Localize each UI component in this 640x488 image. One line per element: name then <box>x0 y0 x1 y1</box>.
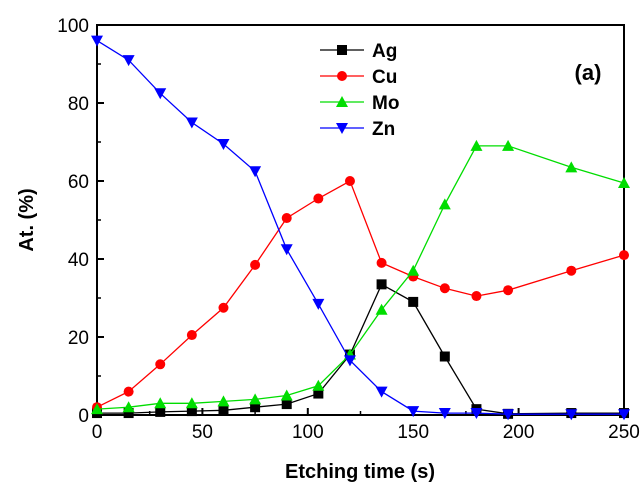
data-point-ag <box>281 399 292 410</box>
data-point-cu <box>376 257 387 268</box>
series-line-cu <box>96 180 625 408</box>
data-point-ag <box>439 351 450 362</box>
data-point-mo <box>280 389 293 401</box>
data-point-cu <box>186 330 197 341</box>
data-point-zn <box>249 166 262 178</box>
data-point-ag <box>123 408 134 419</box>
data-point-cu <box>439 283 450 294</box>
data-point-cu <box>123 386 134 397</box>
y-tick-label: 60 <box>68 172 89 193</box>
data-point-zn <box>343 355 356 367</box>
legend-label-zn: Zn <box>372 119 395 140</box>
data-point-ag <box>218 405 229 416</box>
x-tick-label: 100 <box>292 422 324 443</box>
data-point-mo <box>91 403 103 415</box>
data-point-mo <box>154 397 167 409</box>
data-point-zn <box>154 88 167 100</box>
y-axis-title: At. (%) <box>16 188 38 251</box>
data-point-ag <box>186 406 197 417</box>
y-tick-label: 80 <box>68 94 89 115</box>
data-point-zn <box>217 138 230 150</box>
data-point-mo <box>249 393 262 405</box>
data-point-zn <box>502 409 515 421</box>
data-point-zn <box>618 409 630 421</box>
axis-ticks: 0 50 100 150 200 250 0 20 40 60 80 100 <box>57 16 640 443</box>
data-point-zn <box>185 117 198 129</box>
legend-marker-ag <box>337 45 347 55</box>
data-point-cu <box>471 291 482 302</box>
data-point-cu <box>566 265 577 276</box>
data-point-mo <box>565 161 578 173</box>
data-point-mo <box>502 139 515 151</box>
y-tick-label: 100 <box>57 16 89 37</box>
data-point-mo <box>312 379 325 391</box>
data-point-zn <box>122 55 135 67</box>
data-point-cu <box>344 176 355 186</box>
data-point-mo <box>375 303 388 315</box>
data-point-mo <box>470 139 483 151</box>
series-line-ag <box>97 283 624 415</box>
data-point-cu <box>281 213 292 224</box>
data-point-mo <box>185 397 198 409</box>
series-line-mo <box>96 145 625 410</box>
data-point-zn <box>565 409 578 421</box>
legend-label-ag: Ag <box>372 41 397 62</box>
y-tick-label: 0 <box>78 406 89 427</box>
data-point-mo <box>217 395 230 407</box>
x-tick-label: 0 <box>92 422 103 443</box>
y-tick-label: 40 <box>68 250 89 271</box>
panel-label: (a) <box>575 60 602 85</box>
data-point-zn <box>280 244 293 256</box>
data-point-cu <box>155 359 166 370</box>
data-point-zn <box>407 406 420 418</box>
x-axis-title: Etching time (s) <box>285 461 435 483</box>
x-tick-label: 150 <box>397 422 429 443</box>
legend-marker-cu <box>337 71 347 81</box>
data-point-ag <box>376 279 387 290</box>
data-point-cu <box>250 259 261 270</box>
data-point-cu <box>313 193 324 204</box>
data-point-zn <box>91 35 103 47</box>
legend-marker-zn <box>336 123 348 134</box>
legend-label-cu: Cu <box>372 67 397 88</box>
data-point-ag <box>408 296 419 307</box>
legend: Ag Cu Mo Zn <box>320 41 399 140</box>
series-ag <box>92 279 629 419</box>
legend-label-mo: Mo <box>372 93 399 114</box>
data-point-ag <box>155 406 166 417</box>
data-point-zn <box>375 386 388 398</box>
series-zn <box>91 35 630 421</box>
data-point-zn <box>312 298 325 310</box>
x-tick-label: 200 <box>503 422 535 443</box>
data-point-cu <box>503 285 514 296</box>
series-cu <box>92 176 629 413</box>
data-point-ag <box>313 388 324 399</box>
data-series <box>91 35 630 421</box>
data-point-mo <box>407 264 420 276</box>
data-point-cu <box>619 250 629 261</box>
data-point-mo <box>438 198 451 210</box>
y-tick-label: 20 <box>68 328 89 349</box>
data-point-zn <box>470 408 483 420</box>
data-point-zn <box>438 408 451 420</box>
x-tick-label: 250 <box>608 422 640 443</box>
data-point-ag <box>250 402 261 413</box>
data-point-cu <box>218 302 229 313</box>
series-mo <box>91 139 630 415</box>
series-line-zn <box>96 40 624 415</box>
data-point-mo <box>122 401 135 413</box>
plot-frame <box>96 24 625 416</box>
x-tick-label: 50 <box>192 422 213 443</box>
data-point-mo <box>618 176 630 188</box>
legend-marker-mo <box>336 96 348 107</box>
